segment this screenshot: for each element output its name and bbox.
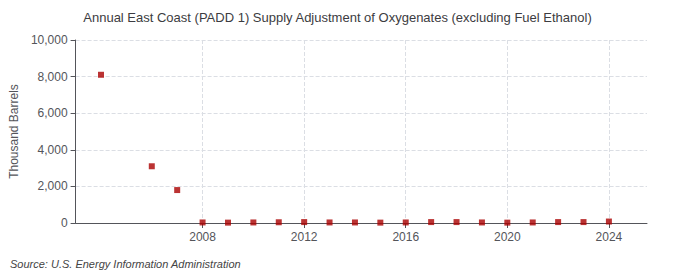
svg-text:2012: 2012 bbox=[291, 230, 318, 244]
svg-text:6,000: 6,000 bbox=[38, 106, 68, 120]
svg-text:Source: U.S. Energy Informatio: Source: U.S. Energy Information Administ… bbox=[10, 258, 241, 270]
svg-text:2024: 2024 bbox=[596, 230, 623, 244]
svg-text:0: 0 bbox=[61, 216, 68, 230]
svg-text:Thousand Barrels: Thousand Barrels bbox=[7, 84, 21, 179]
svg-text:10,000: 10,000 bbox=[31, 33, 68, 47]
svg-text:4,000: 4,000 bbox=[38, 143, 68, 157]
svg-text:2020: 2020 bbox=[494, 230, 521, 244]
svg-text:Annual East Coast (PADD 1) Sup: Annual East Coast (PADD 1) Supply Adjust… bbox=[83, 10, 591, 25]
svg-text:2008: 2008 bbox=[189, 230, 216, 244]
svg-text:2,000: 2,000 bbox=[38, 179, 68, 193]
svg-text:8,000: 8,000 bbox=[38, 70, 68, 84]
svg-text:2016: 2016 bbox=[392, 230, 419, 244]
